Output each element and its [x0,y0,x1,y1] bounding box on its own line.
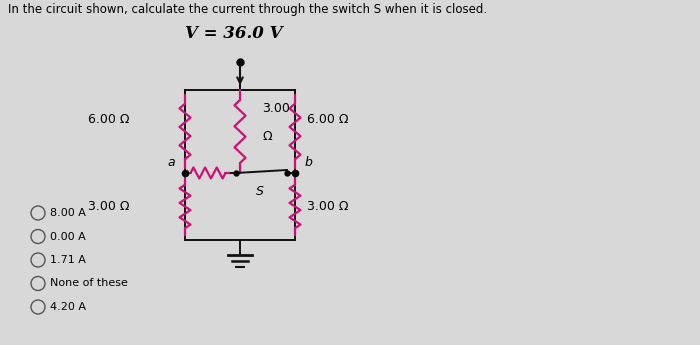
Text: 0.00 A: 0.00 A [50,231,85,241]
Text: 4.20 A: 4.20 A [50,302,86,312]
Text: Ω: Ω [262,129,272,142]
Text: None of these: None of these [50,278,128,288]
Text: 1.71 A: 1.71 A [50,255,86,265]
Text: 6.00 Ω: 6.00 Ω [307,113,349,126]
Text: 3.00 Ω: 3.00 Ω [307,200,349,213]
Text: 3.00: 3.00 [262,102,290,116]
Text: a: a [167,157,175,169]
Text: 8.00 A: 8.00 A [50,208,86,218]
Text: b: b [305,157,313,169]
Text: 3.00 Ω: 3.00 Ω [88,200,130,213]
Text: In the circuit shown, calculate the current through the switch S when it is clos: In the circuit shown, calculate the curr… [8,3,487,16]
Text: 6.00 Ω: 6.00 Ω [88,113,130,126]
Text: S: S [256,185,263,198]
Text: V = 36.0 V: V = 36.0 V [185,24,283,41]
